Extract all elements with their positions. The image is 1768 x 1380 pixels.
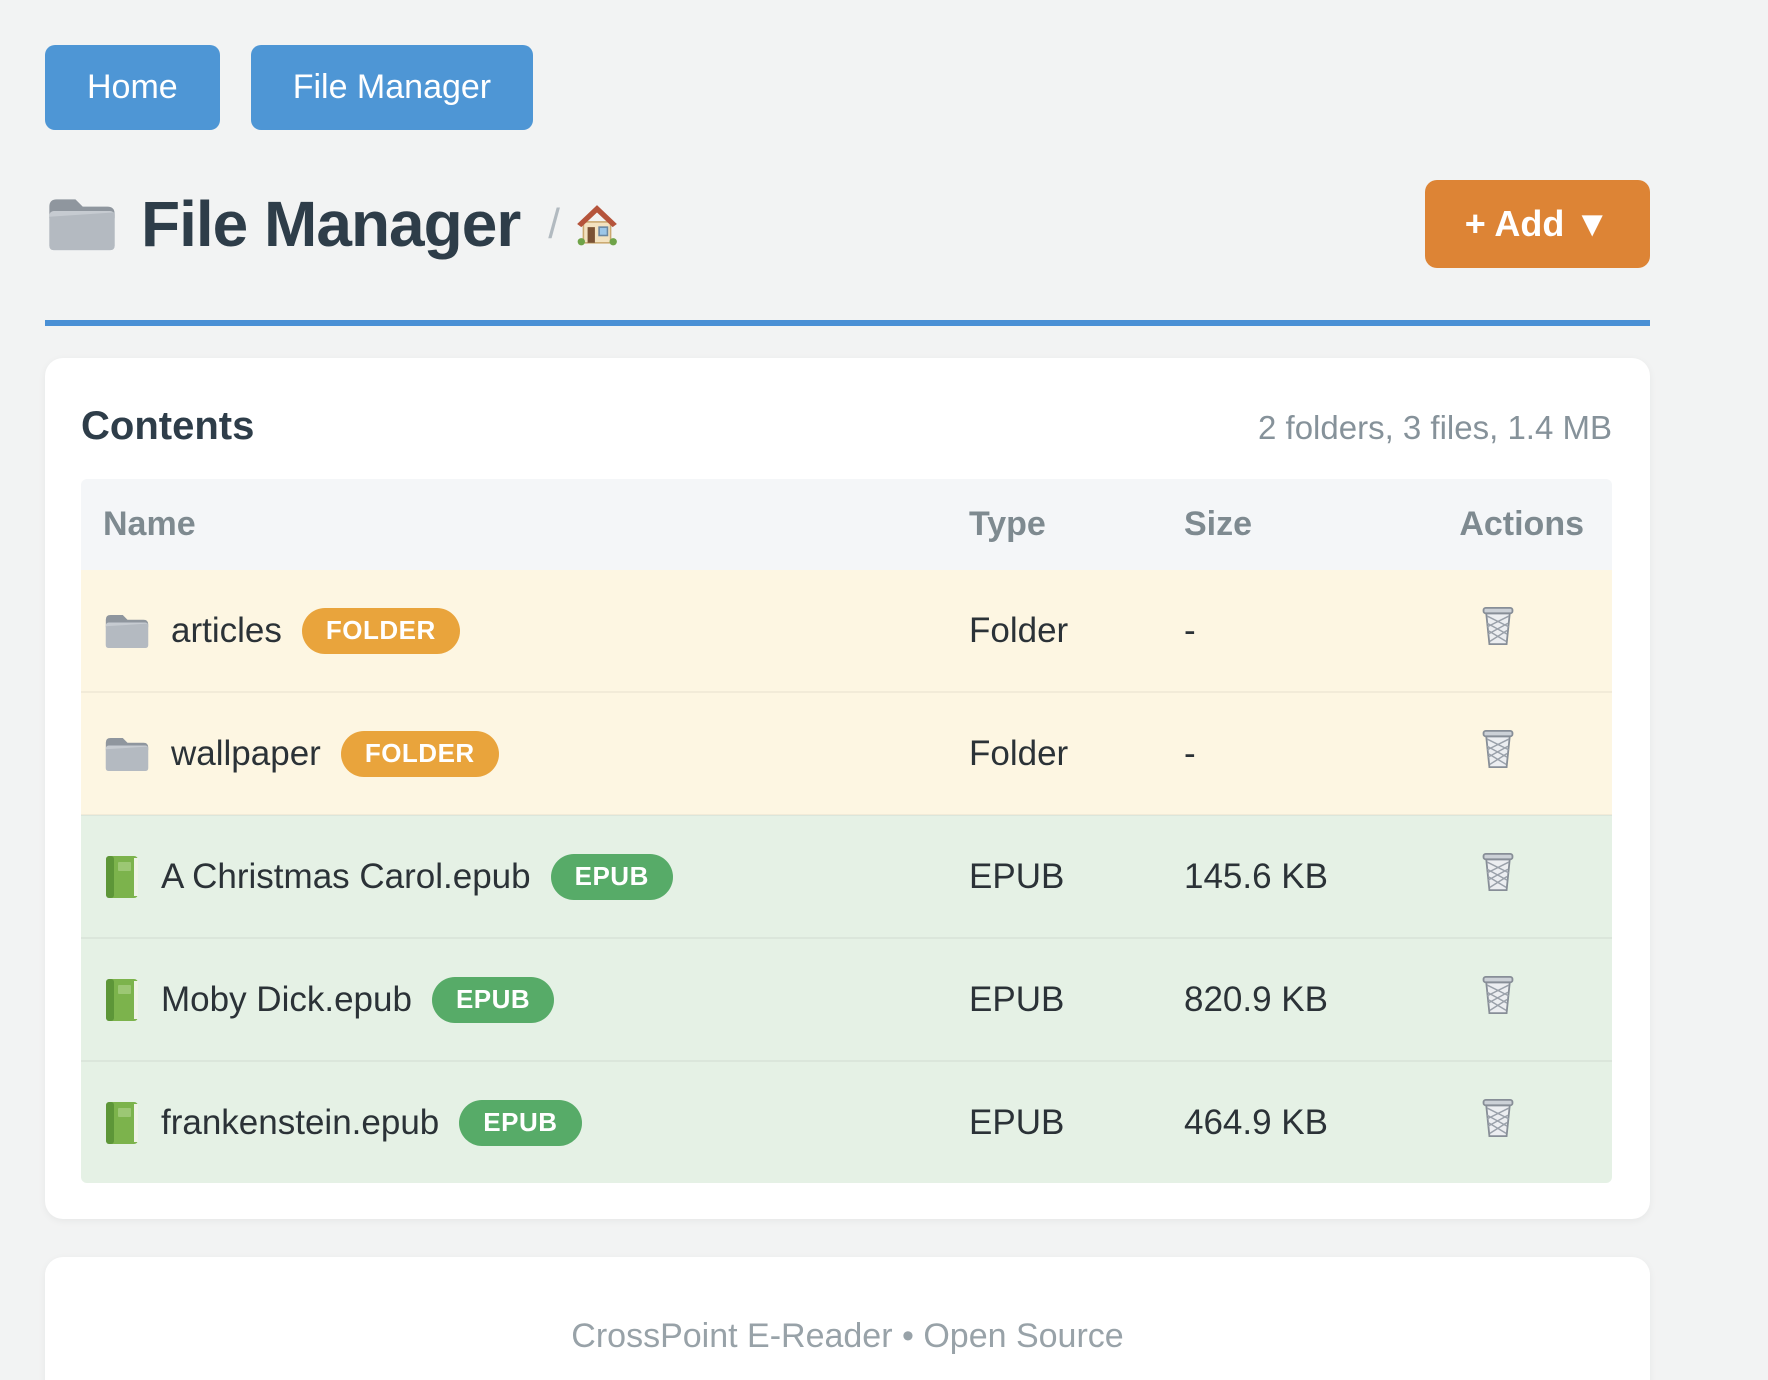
column-header-type: Type	[969, 505, 1046, 544]
trash-icon	[1479, 604, 1517, 648]
breadcrumb-separator: /	[548, 200, 560, 248]
trash-icon	[1479, 727, 1517, 771]
column-header-size: Size	[1184, 505, 1253, 544]
contents-heading: Contents	[81, 404, 255, 449]
page-title: File Manager	[141, 188, 521, 261]
table-header-row: Name Type Size Actions	[81, 479, 1612, 571]
type-cell: Folder	[969, 691, 1184, 816]
epub-badge: EPUB	[459, 1099, 582, 1146]
table-row-articles: articles FOLDER Folder -	[81, 570, 1612, 693]
folder-icon	[103, 611, 151, 651]
file-name-link[interactable]: frankenstein.epub	[161, 1102, 440, 1142]
type-cell: EPUB	[969, 814, 1184, 939]
file-name-link[interactable]: Moby Dick.epub	[161, 979, 412, 1019]
size-cell: -	[1184, 691, 1429, 816]
trash-icon	[1479, 973, 1517, 1017]
column-header-name: Name	[103, 505, 196, 544]
delete-button[interactable]	[1479, 604, 1517, 648]
type-cell: Folder	[969, 610, 1069, 650]
table-row-frankenstein: frankenstein.epub EPUB EPUB 464.9 KB	[81, 1060, 1612, 1184]
table-row-moby-dick: Moby Dick.epub EPUB EPUB 820.9 KB	[81, 937, 1612, 1062]
folder-badge: FOLDER	[340, 730, 499, 777]
type-cell: EPUB	[969, 1060, 1184, 1184]
folder-icon	[45, 193, 119, 255]
epub-badge: EPUB	[550, 853, 673, 900]
book-icon	[103, 1100, 141, 1146]
footer-text: CrossPoint E-Reader • Open Source	[571, 1316, 1124, 1355]
size-cell: 464.9 KB	[1184, 1060, 1429, 1184]
folder-name-link[interactable]: articles	[171, 610, 282, 650]
size-cell: 145.6 KB	[1184, 814, 1429, 939]
page-container: Home File Manager File Manager / + Add ▼…	[45, 0, 1650, 1380]
trash-icon	[1479, 850, 1517, 894]
contents-summary: 2 folders, 3 files, 1.4 MB	[1258, 409, 1612, 447]
size-cell: 820.9 KB	[1184, 937, 1429, 1062]
book-icon	[103, 977, 141, 1023]
contents-card-header: Contents 2 folders, 3 files, 1.4 MB	[81, 396, 1612, 449]
table-row-wallpaper: wallpaper FOLDER Folder -	[81, 691, 1612, 816]
delete-button[interactable]	[1479, 973, 1517, 1017]
top-nav: Home File Manager	[45, 45, 1650, 131]
delete-button[interactable]	[1479, 727, 1517, 771]
footer-card: CrossPoint E-Reader • Open Source	[45, 1257, 1650, 1380]
add-button[interactable]: + Add ▼	[1424, 180, 1650, 269]
trash-icon	[1479, 1096, 1517, 1140]
title-group: File Manager /	[45, 187, 1425, 261]
folder-icon	[103, 734, 151, 774]
size-cell: -	[1184, 610, 1196, 650]
delete-button[interactable]	[1479, 850, 1517, 894]
table-row-christmas-carol: A Christmas Carol.epub EPUB EPUB 145.6 K…	[81, 814, 1612, 939]
page-header: File Manager / + Add ▼	[45, 180, 1650, 269]
title-divider	[45, 320, 1650, 327]
type-cell: EPUB	[969, 937, 1184, 1062]
home-icon[interactable]	[574, 201, 620, 247]
folder-name-link[interactable]: wallpaper	[171, 733, 321, 773]
column-header-actions: Actions	[1459, 505, 1584, 544]
delete-button[interactable]	[1479, 1096, 1517, 1140]
book-icon	[103, 854, 141, 900]
file-table: Name Type Size Actions articles FOLDER F…	[81, 479, 1612, 1184]
folder-badge: FOLDER	[301, 607, 460, 654]
file-manager-nav-button[interactable]: File Manager	[250, 45, 534, 131]
epub-badge: EPUB	[431, 976, 555, 1023]
home-nav-button[interactable]: Home	[45, 45, 220, 131]
contents-card: Contents 2 folders, 3 files, 1.4 MB Name…	[45, 358, 1650, 1220]
file-name-link[interactable]: A Christmas Carol.epub	[161, 856, 531, 896]
